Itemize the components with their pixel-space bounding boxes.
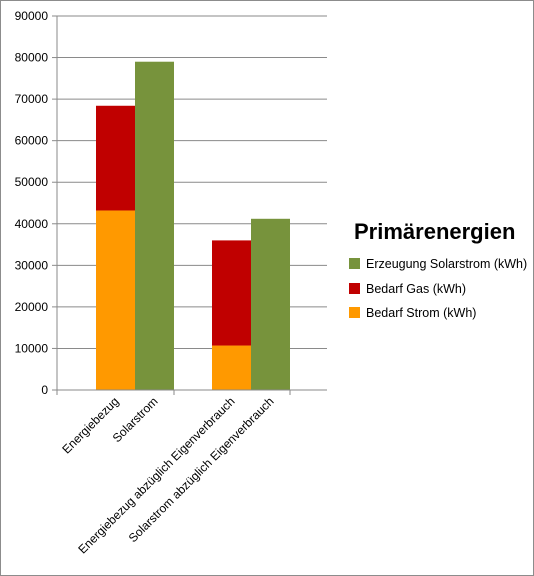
bar-segment [96,105,135,211]
x-category-label: Solarstrom abzüglich Eigenverbrauch [126,394,277,545]
y-tick-label: 90000 [15,9,49,23]
y-tick-label: 30000 [15,258,49,272]
legend-swatch [349,283,360,294]
legend-title: Primärenergien [354,219,515,244]
legend-swatch [349,258,360,269]
x-category-label: Energiebezug [59,394,121,456]
bar-segment [251,218,290,390]
bar-segment [96,210,135,390]
legend-label: Erzeugung Solarstrom (kWh) [366,257,527,271]
bar-segment [212,240,251,346]
legend-label: Bedarf Gas (kWh) [366,282,466,296]
y-tick-label: 10000 [15,341,49,355]
legend-label: Bedarf Strom (kWh) [366,306,476,320]
y-tick-label: 50000 [15,175,49,189]
bar-segment [135,61,174,390]
bars [96,61,290,390]
y-tick-label: 60000 [15,134,49,148]
legend: Primärenergien Erzeugung Solarstrom (kWh… [349,219,527,320]
y-tick-label: 20000 [15,300,49,314]
y-tick-label: 70000 [15,92,49,106]
bar-segment [212,345,251,390]
y-tick-label: 80000 [15,51,49,65]
y-tick-label: 40000 [15,217,49,231]
y-tick-label: 0 [41,383,48,397]
legend-swatch [349,307,360,318]
